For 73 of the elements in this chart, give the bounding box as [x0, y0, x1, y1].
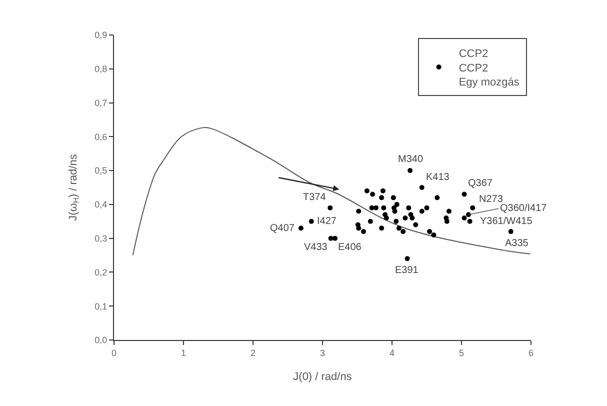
- point: [298, 226, 304, 231]
- point: [361, 229, 366, 234]
- y-tick-label: 0,9: [94, 30, 108, 40]
- point: [434, 195, 440, 200]
- y-tick-label: 0,6: [94, 132, 108, 142]
- y-tick-label: 0,1: [94, 301, 108, 312]
- point: [427, 229, 432, 234]
- point: [356, 208, 362, 214]
- point: [508, 229, 514, 234]
- point: [380, 188, 386, 194]
- annotation: I427: [317, 216, 337, 227]
- point: [419, 185, 424, 190]
- x-tick-label: 5: [458, 348, 464, 358]
- annotation: M340: [398, 154, 424, 165]
- point: [462, 216, 467, 220]
- point: [404, 256, 410, 262]
- annotation: V433: [304, 242, 328, 253]
- y-tick-label: 0,3: [94, 233, 108, 244]
- annotation: N273: [479, 194, 504, 205]
- point: [368, 218, 373, 224]
- x-axis-title: J(0) / rad/ns: [293, 371, 352, 383]
- point: [332, 236, 338, 241]
- point: [431, 232, 436, 238]
- y-tick-label: 0,0: [94, 335, 108, 346]
- point: [444, 218, 450, 224]
- annotation: A335: [505, 238, 529, 249]
- legend-label: CCP2 CCP2 Egy mozgás: [458, 48, 520, 89]
- x-tick-label: 0: [111, 348, 117, 358]
- y-tick-label: 0,2: [94, 267, 108, 278]
- point: [394, 218, 399, 224]
- annotation: Q360/I417: [500, 203, 548, 214]
- x-tick-label: 4: [389, 348, 395, 358]
- point: [406, 205, 412, 210]
- annotation: Y361/W415: [480, 216, 533, 227]
- y-tick-label: 0,8: [94, 64, 108, 74]
- point: [356, 226, 362, 231]
- x-tick-label: 3: [320, 348, 326, 358]
- annotation: Q367: [468, 178, 493, 189]
- point: [384, 216, 389, 220]
- point: [394, 202, 400, 207]
- point: [379, 226, 384, 231]
- x-tick-label: 6: [528, 348, 534, 358]
- point: [446, 208, 452, 214]
- point: [374, 205, 379, 210]
- point: [364, 188, 370, 194]
- point: [462, 192, 467, 197]
- y-tick-label: 0,4: [94, 200, 108, 210]
- x-tick-label: 2: [250, 348, 256, 358]
- annotation: E391: [395, 265, 419, 276]
- annotation: T374: [303, 192, 326, 203]
- point: [410, 216, 415, 220]
- y-tick-label: 0,5: [94, 166, 108, 176]
- annotation: Q407: [270, 223, 295, 234]
- x-tick-label: 1: [180, 348, 186, 358]
- point: [400, 229, 406, 234]
- point: [408, 168, 413, 174]
- annotation: K413: [426, 172, 450, 183]
- point: [381, 205, 386, 210]
- point: [396, 226, 402, 231]
- annotation: E406: [338, 242, 362, 253]
- point: [424, 205, 430, 210]
- point: [467, 218, 472, 224]
- point: [308, 218, 314, 224]
- y-tick-label: 0,7: [94, 98, 108, 108]
- point: [390, 195, 396, 200]
- point: [370, 192, 376, 197]
- point: [379, 195, 384, 200]
- point: [392, 208, 398, 214]
- point: [328, 205, 333, 210]
- point: [413, 222, 418, 228]
- point: [470, 205, 476, 210]
- point: [402, 216, 408, 220]
- point: [419, 208, 424, 214]
